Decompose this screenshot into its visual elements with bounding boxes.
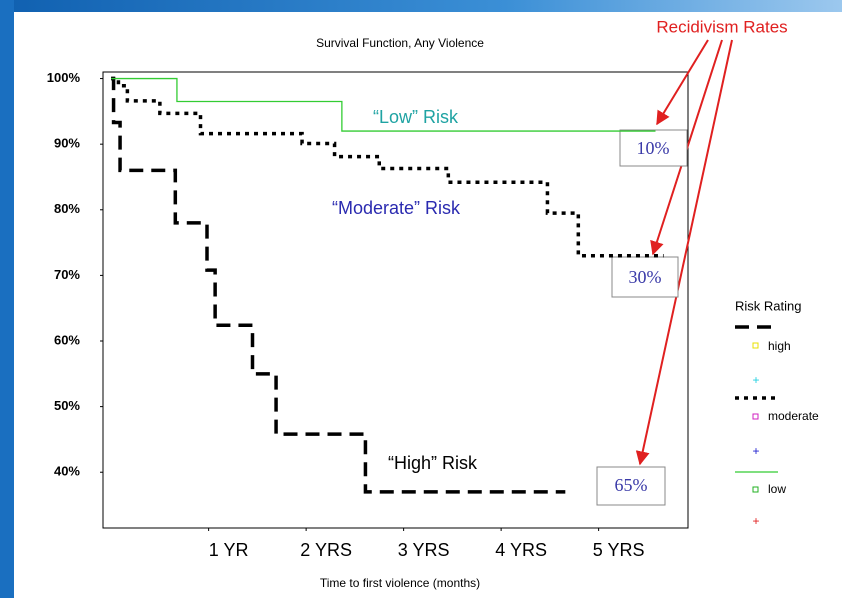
arrow <box>656 39 709 126</box>
y-tick-label: 60% <box>54 332 80 347</box>
rate-label: 10% <box>637 138 670 158</box>
legend-plus: + <box>752 373 759 387</box>
plot-frame <box>102 71 689 529</box>
legend-swatch <box>752 486 759 493</box>
x-tick-label: 5 YRS <box>593 540 645 560</box>
x-tick-label: 1 YR <box>209 540 249 560</box>
top-bar <box>0 0 842 12</box>
arrows <box>635 39 733 466</box>
annotation: “Low” Risk <box>373 107 459 127</box>
annotation: “Moderate” Risk <box>332 198 461 218</box>
x-tick-label: 3 YRS <box>398 540 450 560</box>
x-axis-label: Time to first violence (months) <box>320 576 480 590</box>
rate-label: 30% <box>629 267 662 287</box>
arrow <box>635 39 733 466</box>
rate-label: 65% <box>615 475 648 495</box>
legend-plus: + <box>752 514 759 528</box>
rate-box <box>611 256 679 298</box>
legend-label: low <box>768 482 786 496</box>
legend-swatch <box>752 413 759 420</box>
x-tick-label: 2 YRS <box>300 540 352 560</box>
rate-box <box>619 129 688 167</box>
y-tick-label: 70% <box>54 267 80 282</box>
legend-plus: + <box>752 444 759 458</box>
y-tick-label: 90% <box>54 136 80 151</box>
survival-curve <box>111 76 664 258</box>
legend-label: moderate <box>768 409 819 423</box>
y-tick-label: 100% <box>47 70 81 85</box>
legend-title: Risk Rating <box>735 298 801 313</box>
survival-curve <box>111 76 566 494</box>
rate-box <box>596 466 666 506</box>
side-bar <box>0 0 14 598</box>
legend-swatch <box>752 342 759 349</box>
y-tick-label: 40% <box>54 464 80 479</box>
legend-symbols: + + + <box>752 342 760 528</box>
legend-label: high <box>768 339 791 353</box>
y-tick-label: 80% <box>54 201 80 216</box>
recidivism-title: Recidivism Rates <box>656 17 787 36</box>
x-tick-label: 4 YRS <box>495 540 547 560</box>
annotation: “High” Risk <box>388 453 478 473</box>
survival-curve <box>111 77 656 132</box>
chart-title: Survival Function, Any Violence <box>316 36 484 50</box>
y-tick-label: 50% <box>54 398 80 413</box>
